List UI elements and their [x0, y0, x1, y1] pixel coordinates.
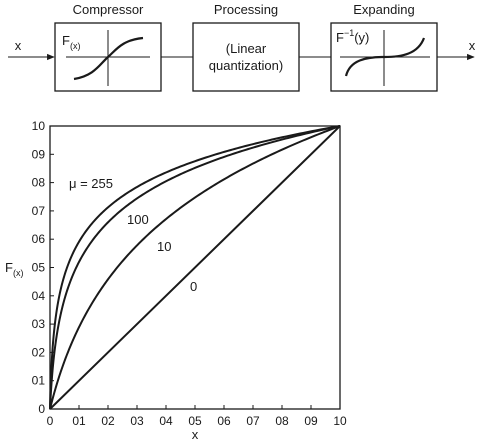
y-tick-label: 01 — [32, 374, 46, 388]
curve-label-100: 100 — [127, 212, 149, 227]
curve-label-mu-255: μ = 255 — [69, 176, 113, 191]
series-line-mu-100 — [49, 125, 341, 410]
y-axis-label: F(x) — [5, 260, 23, 278]
y-tick-label: 07 — [32, 204, 46, 218]
x-tick-label: 03 — [130, 414, 144, 428]
x-tick-label: 09 — [304, 414, 318, 428]
processing-line1: (Linear — [226, 41, 267, 56]
curve-label-0: 0 — [190, 279, 197, 294]
x-tick-label: 05 — [188, 414, 202, 428]
block-diagram: Compressor Processing Expanding x F(x) (… — [8, 2, 476, 92]
x-tick-label: 06 — [217, 414, 231, 428]
x-tick-labels: 0 01 02 03 04 05 06 07 08 09 10 — [47, 414, 347, 428]
compressor-title: Compressor — [73, 2, 144, 17]
y-tick-label: 0 — [38, 402, 45, 416]
compressor-function-label: F(x) — [62, 33, 80, 51]
processing-title: Processing — [214, 2, 278, 17]
compressor-curve — [73, 36, 144, 81]
y-tick-label: 03 — [32, 317, 46, 331]
x-tick-label: 0 — [47, 414, 54, 428]
x-tick-marks — [49, 405, 341, 409]
y-tick-label: 09 — [32, 147, 46, 161]
x-axis-label: x — [192, 427, 199, 442]
expanding-curve — [344, 37, 426, 77]
expanding-title: Expanding — [353, 2, 414, 17]
curve-label-10: 10 — [157, 239, 171, 254]
input-x-label: x — [15, 38, 22, 53]
processing-line2: quantization) — [209, 58, 283, 73]
y-tick-label: 08 — [32, 176, 46, 190]
x-tick-label: 08 — [275, 414, 289, 428]
x-tick-label: 10 — [333, 414, 347, 428]
y-tick-label: 06 — [32, 232, 46, 246]
expanding-function-label: F−1(y) — [336, 28, 369, 45]
series-line-mu-10 — [49, 125, 341, 410]
mu-law-chart: 0 01 02 03 04 05 06 07 08 09 10 001020304050607080… — [5, 119, 347, 442]
y-tick-label: 05 — [32, 261, 46, 275]
y-tick-label: 02 — [32, 345, 46, 359]
series-line-mu-0 — [49, 125, 341, 410]
x-tick-label: 02 — [101, 414, 115, 428]
series-line-mu-255 — [49, 125, 341, 410]
processing-block — [192, 22, 300, 92]
y-tick-labels: 0 01 02 03 04 05 06 07 08 09 10 — [32, 119, 46, 416]
x-tick-label: 04 — [159, 414, 173, 428]
y-tick-label: 04 — [32, 289, 46, 303]
output-x-label: x — [469, 38, 476, 53]
y-tick-label: 10 — [32, 119, 46, 133]
series-lines — [49, 125, 341, 410]
x-tick-label: 01 — [72, 414, 86, 428]
x-tick-label: 07 — [246, 414, 260, 428]
